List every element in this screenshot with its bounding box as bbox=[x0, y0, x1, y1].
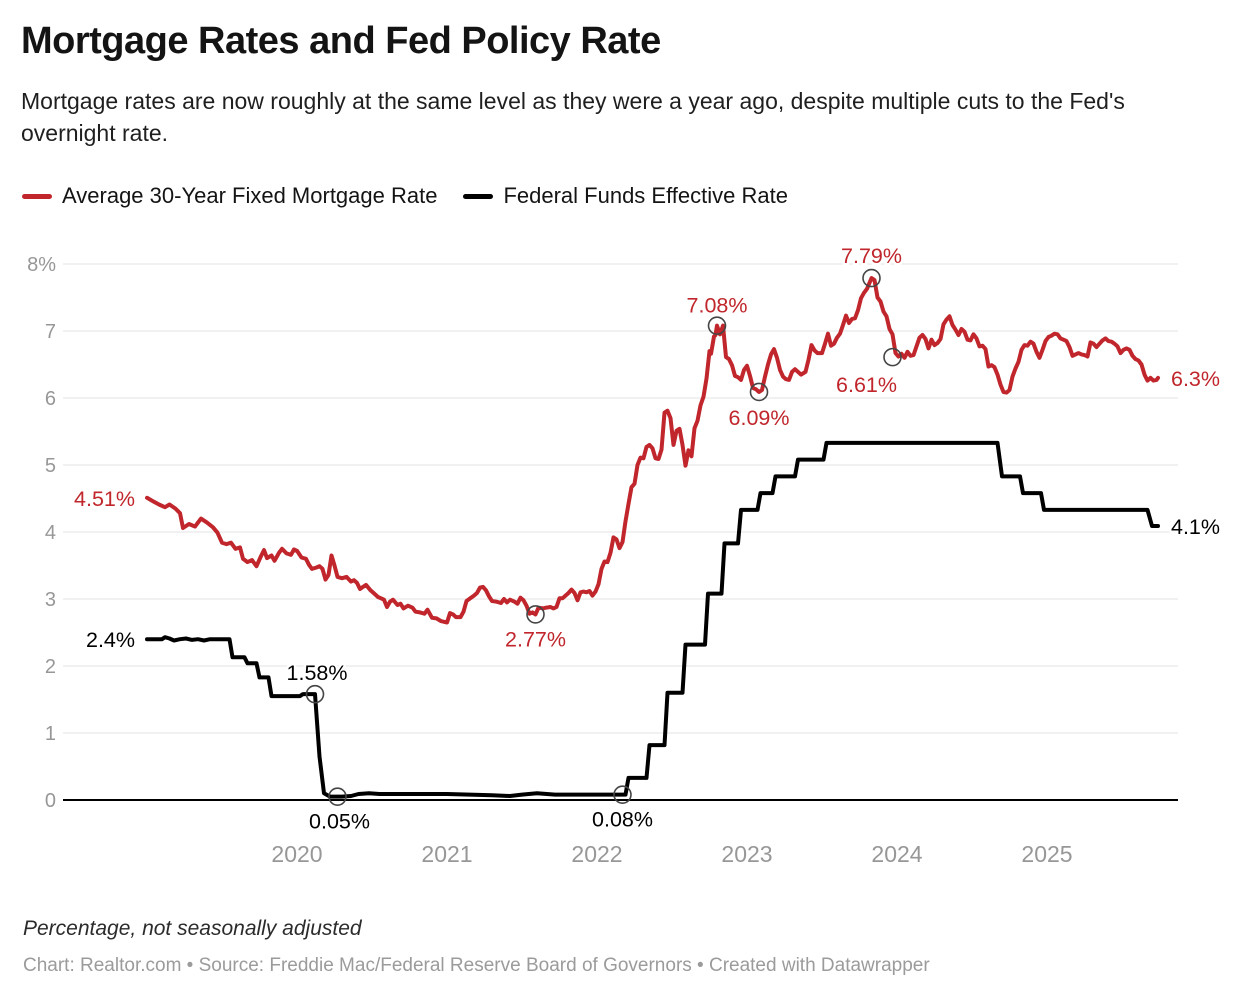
annotation-label: 0.05% bbox=[309, 810, 370, 834]
chart-footnote: Percentage, not seasonally adjusted bbox=[23, 917, 362, 940]
x-tick-label: 2021 bbox=[421, 841, 472, 867]
legend-item-fed: Federal Funds Effective Rate bbox=[463, 183, 788, 209]
x-tick-label: 2025 bbox=[1021, 841, 1072, 867]
annotation-marker bbox=[305, 684, 325, 704]
mortgage-line-swatch-icon bbox=[22, 193, 52, 199]
annotation-label: 7.08% bbox=[687, 294, 748, 318]
annotation-label: 4.51% bbox=[74, 487, 135, 511]
x-tick-label: 2024 bbox=[871, 841, 922, 867]
legend-label-mortgage: Average 30-Year Fixed Mortgage Rate bbox=[62, 183, 438, 208]
annotation-marker bbox=[883, 347, 902, 367]
annotation-label: 6.61% bbox=[836, 373, 897, 397]
chart-subtitle: Mortgage rates are now roughly at the sa… bbox=[21, 88, 1125, 146]
y-tick-label: 4 bbox=[45, 522, 56, 544]
y-tick-label: 0 bbox=[45, 790, 56, 812]
legend-label-fed: Federal Funds Effective Rate bbox=[503, 183, 788, 208]
annotation-label: 7.79% bbox=[841, 244, 902, 268]
line-chart-plot-area: 8% 7 6 5 4 3 2 1 0 2020 2021 2022 2023 2024 2025 4.51% 2… bbox=[0, 240, 1240, 895]
y-tick-label: 7 bbox=[45, 321, 56, 343]
y-tick-label: 2 bbox=[45, 656, 56, 678]
fed-line-swatch-icon bbox=[463, 193, 494, 199]
annotation-label: 1.58% bbox=[287, 661, 348, 685]
series-line-fed bbox=[145, 440, 1160, 799]
annotation-marker bbox=[749, 382, 769, 402]
legend-item-mortgage: Average 30-Year Fixed Mortgage Rate bbox=[22, 183, 437, 209]
x-tick-label: 2023 bbox=[721, 841, 772, 867]
page-title: Mortgage Rates and Fed Policy Rate bbox=[21, 20, 661, 62]
y-tick-label: 6 bbox=[45, 388, 56, 410]
annotation-marker bbox=[328, 787, 347, 806]
annotation-label: 2.4% bbox=[86, 628, 135, 652]
annotation-label: 2.77% bbox=[505, 627, 566, 651]
chart-legend: Average 30-Year Fixed Mortgage Rate Fede… bbox=[22, 183, 788, 209]
annotation-marker bbox=[707, 316, 727, 335]
y-tick-label: 8% bbox=[27, 254, 56, 276]
y-tick-label: 3 bbox=[45, 589, 56, 611]
chart-svg: 8% 7 6 5 4 3 2 1 0 2020 2021 2022 2023 2024 2025 4.51% 2… bbox=[27, 242, 1222, 867]
annotation-label: 4.1% bbox=[1171, 515, 1220, 539]
annotation-marker bbox=[526, 605, 545, 624]
annotation-label: 6.09% bbox=[729, 406, 790, 430]
annotation-label: 6.3% bbox=[1171, 367, 1220, 391]
chart-attribution: Chart: Realtor.com • Source: Freddie Mac… bbox=[23, 955, 930, 976]
annotation-marker bbox=[862, 268, 881, 288]
x-tick-label: 2022 bbox=[571, 841, 622, 867]
series-line-mortgage bbox=[145, 276, 1160, 625]
annotation-marker bbox=[613, 785, 632, 804]
y-tick-label: 5 bbox=[45, 455, 56, 477]
y-tick-label: 1 bbox=[45, 723, 56, 745]
annotation-label: 0.08% bbox=[592, 808, 653, 832]
x-tick-label: 2020 bbox=[271, 841, 322, 867]
